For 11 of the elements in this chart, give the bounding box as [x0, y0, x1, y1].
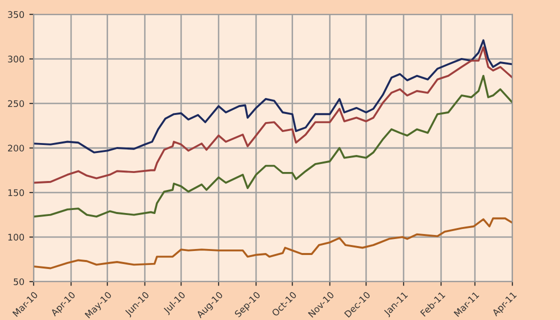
- line-series: [34, 74, 512, 218]
- y-tick-label: 300: [8, 56, 24, 62]
- y-tick-label: 350: [8, 11, 24, 18]
- line-series: [34, 46, 512, 184]
- y-tick-label: 250: [8, 100, 24, 108]
- line-series: [34, 217, 512, 270]
- line-series: [34, 39, 512, 154]
- y-tick-label: 100: [8, 234, 24, 241]
- y-tick-label: 150: [8, 189, 24, 196]
- y-tick-label: 50: [14, 278, 24, 286]
- y-tick-label: 200: [8, 144, 24, 152]
